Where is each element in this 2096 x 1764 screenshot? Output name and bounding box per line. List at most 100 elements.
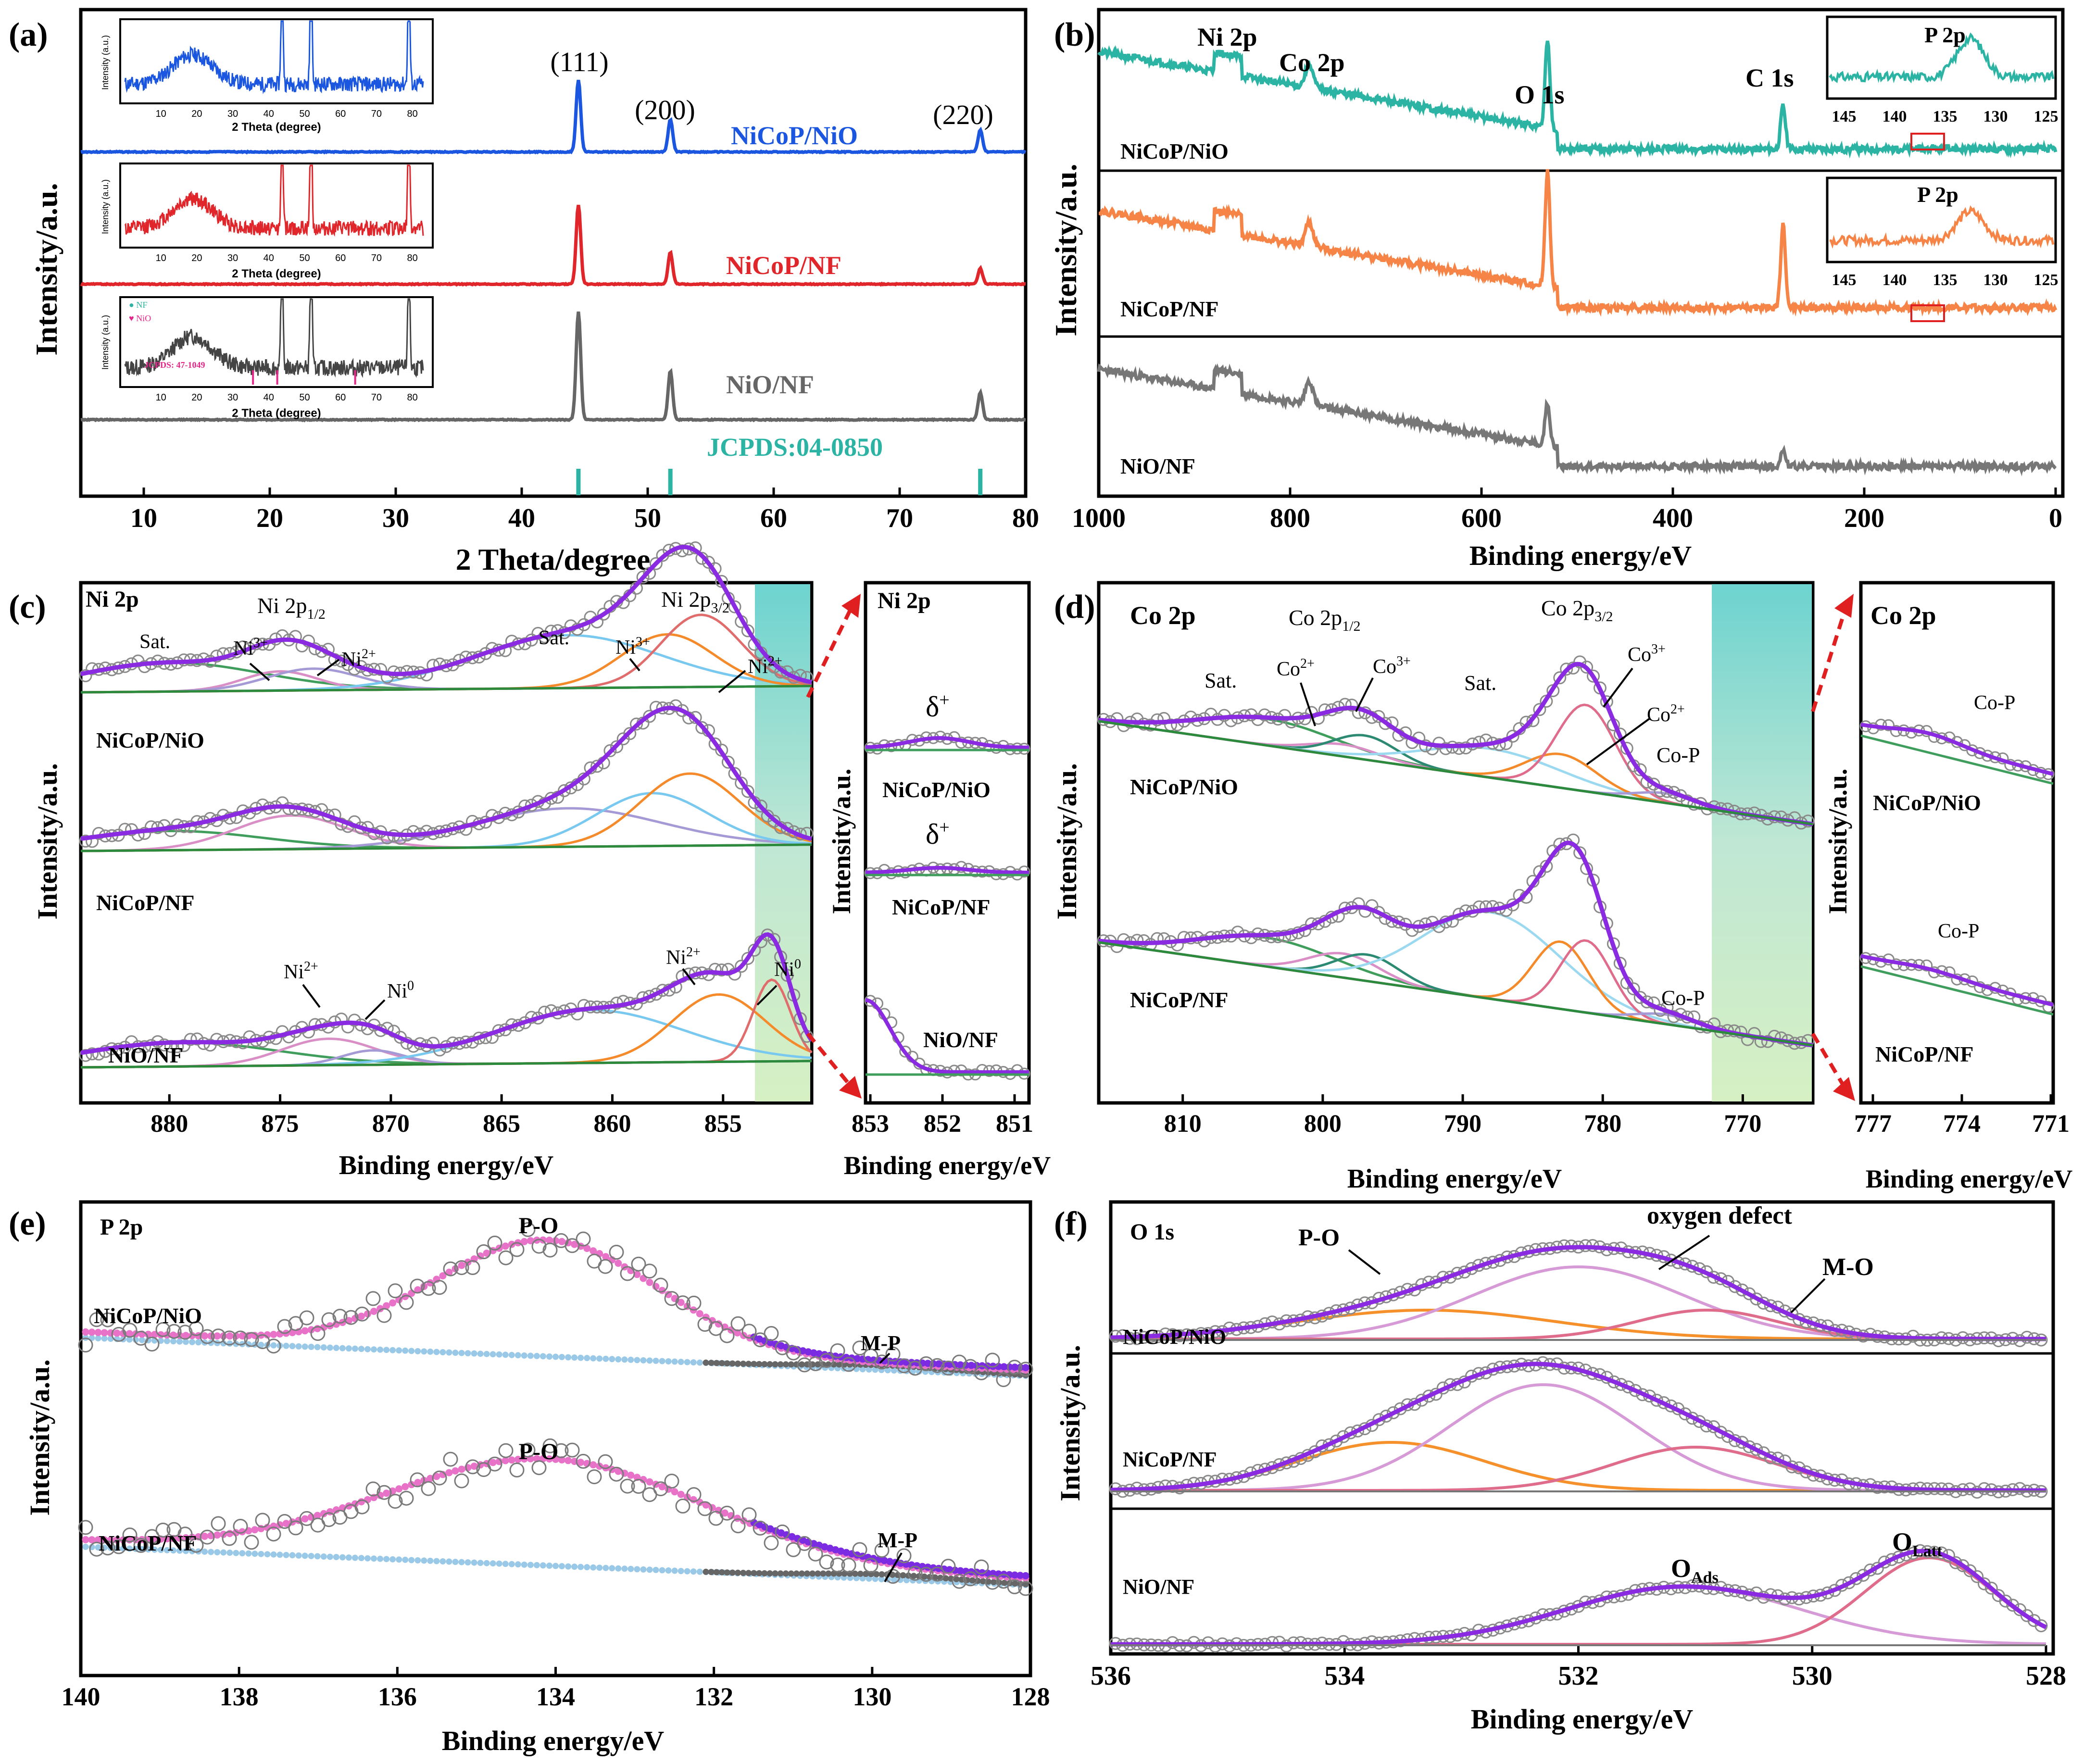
inset2-curve [124, 164, 424, 237]
panel-e-x-ticklabel: 128 [1011, 1682, 1050, 1711]
p-data-point [399, 1490, 414, 1506]
inset3-legend-nf: ● NF [129, 300, 147, 310]
p-background-point [565, 1354, 572, 1361]
ni-data-point [721, 755, 735, 769]
p-background-point [345, 1345, 352, 1352]
inset-b-ticklabel: 140 [1883, 108, 1907, 125]
panel-c-zoom-ticks: 853 852 851 [852, 1094, 1033, 1138]
p-background-point [446, 1349, 452, 1356]
panel-d-x-ticklabel: 790 [1444, 1110, 1481, 1138]
p-data-point [443, 1451, 458, 1467]
p-background-point [82, 1543, 89, 1550]
p-po-point [445, 1469, 453, 1476]
panel-d-zoom-arrows [1811, 612, 1846, 1088]
p-data-point [255, 1513, 270, 1528]
p-background-point [189, 1339, 196, 1345]
p-data-point [631, 1256, 646, 1272]
p-mp-point [740, 1570, 747, 1576]
p-background-point [540, 1353, 546, 1360]
inset-b-ticklabel: 140 [1883, 271, 1907, 289]
panel-d-zoom-x-ticklabel: 777 [1854, 1110, 1892, 1138]
panel-c-xticks: 880 875 870 865 860 855 [151, 1094, 742, 1138]
panel-a-curves [80, 79, 1027, 495]
o-data-point [2034, 1619, 2048, 1632]
p-background-point [859, 1366, 866, 1373]
p-background-point [621, 1356, 628, 1363]
ni-data-point [144, 820, 158, 834]
panel-d-sample-nicop-nio: NiCoP/NiO [1130, 775, 1238, 799]
zoom-arrowhead-bottom [839, 1076, 862, 1099]
p-data-point [741, 1507, 757, 1523]
p-background-point [452, 1350, 459, 1356]
p-background-point [358, 1346, 364, 1352]
p-background-point [521, 1561, 527, 1568]
xrd-curve-0 [80, 79, 1027, 155]
xps-survey-2 [1097, 363, 2057, 476]
p-po-point [502, 1242, 509, 1250]
p-mp-point [991, 1579, 997, 1586]
ni-data-point [427, 1037, 440, 1050]
p-mp-point [799, 1570, 805, 1577]
panel-c-zoom-x-ticklabel: 853 [852, 1110, 889, 1138]
panel-c-zoom-x-ticklabel: 851 [996, 1110, 1033, 1138]
p-data-point [963, 1359, 978, 1374]
p-data-point [288, 1520, 303, 1536]
panel-a-frame [79, 8, 1028, 498]
p-background-point [163, 1338, 170, 1344]
inset3-legend-nio: ♥ NiO [129, 313, 151, 323]
o-data-point [1842, 1576, 1856, 1589]
p-background-point [295, 1552, 302, 1559]
p-data-point [786, 1542, 801, 1557]
p-background-point [157, 1547, 164, 1553]
p-data-point [343, 1310, 359, 1325]
p-po-point [314, 1512, 321, 1519]
p-data-point [896, 1358, 912, 1374]
panel-b-xlabel: Binding energy/eV [1469, 540, 1692, 571]
p-data-point [952, 1574, 967, 1589]
panel-a-x-ticklabel: 80 [1012, 503, 1039, 533]
panel-d-x-ticklabel: 810 [1164, 1110, 1202, 1138]
p-background-point [421, 1557, 427, 1564]
p-background-point [628, 1356, 634, 1363]
p-background-point [402, 1556, 409, 1563]
zoom-d-sample-1: NiCoP/NiO [1873, 790, 1981, 815]
label-co-p-1: Co-P [1657, 743, 1700, 767]
p-data-point [78, 1520, 93, 1535]
p-mp-point [751, 1361, 757, 1367]
panel-c-x-ticklabel: 865 [483, 1110, 520, 1138]
p-background-point [377, 1555, 384, 1562]
inset-b-ticklabel: 135 [1933, 108, 1958, 125]
inset-b-ticklabel: 125 [2034, 108, 2058, 125]
p-data-point [830, 1557, 845, 1573]
co-data-point [1580, 661, 1594, 674]
co-data-point [1640, 995, 1654, 1009]
panel-a-x-ticklabel: 40 [508, 503, 535, 533]
inset1-ylabel: Intensity (a.u.) [100, 35, 110, 90]
p-po-point [658, 1483, 666, 1490]
ni-component [80, 1009, 812, 1069]
p-background-point [433, 1349, 440, 1355]
ni-data-point [656, 984, 669, 997]
p-background-point [602, 1355, 609, 1362]
ni-component [80, 993, 812, 1069]
ni-data-point [348, 1013, 361, 1027]
p-data-point [918, 1356, 934, 1371]
delta-1: δ+ [926, 690, 950, 723]
p-data-point [653, 1277, 668, 1293]
p-background-point [552, 1353, 559, 1360]
p-data-point [200, 1529, 215, 1545]
p-background-point [170, 1338, 176, 1345]
panel-c-zoom-arrows [806, 607, 853, 1088]
p-background-point [446, 1558, 452, 1565]
p-background-point [301, 1552, 308, 1559]
p-data-point [454, 1473, 469, 1489]
co-data-point [1747, 1027, 1761, 1040]
p-mp-point [777, 1361, 784, 1368]
p-background-point [540, 1562, 546, 1569]
p-data-point [454, 1260, 469, 1276]
p-mp-point [809, 1570, 816, 1577]
p-data-point [421, 1281, 436, 1296]
ni-data-point [695, 721, 709, 734]
co-data-point [1130, 934, 1144, 947]
p-mp-point [735, 1569, 741, 1576]
